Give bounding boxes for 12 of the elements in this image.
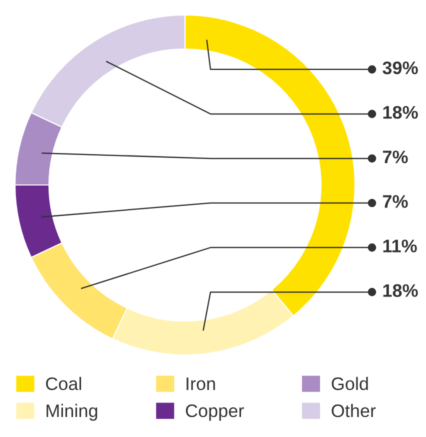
data-label: 7% — [382, 150, 408, 164]
legend-label: Coal — [46, 376, 82, 390]
data-label: 11% — [383, 240, 417, 252]
data-label: 39% — [382, 61, 418, 74]
legend-label: Other — [332, 404, 376, 418]
legend-label: Copper — [186, 404, 244, 421]
legend-label: Iron — [186, 378, 215, 390]
data-label: 18% — [383, 284, 418, 297]
legend-label: Mining — [46, 404, 98, 421]
legend-label: Gold — [332, 376, 368, 390]
data-label: 18% — [383, 106, 418, 119]
data-label: 7% — [382, 195, 408, 208]
